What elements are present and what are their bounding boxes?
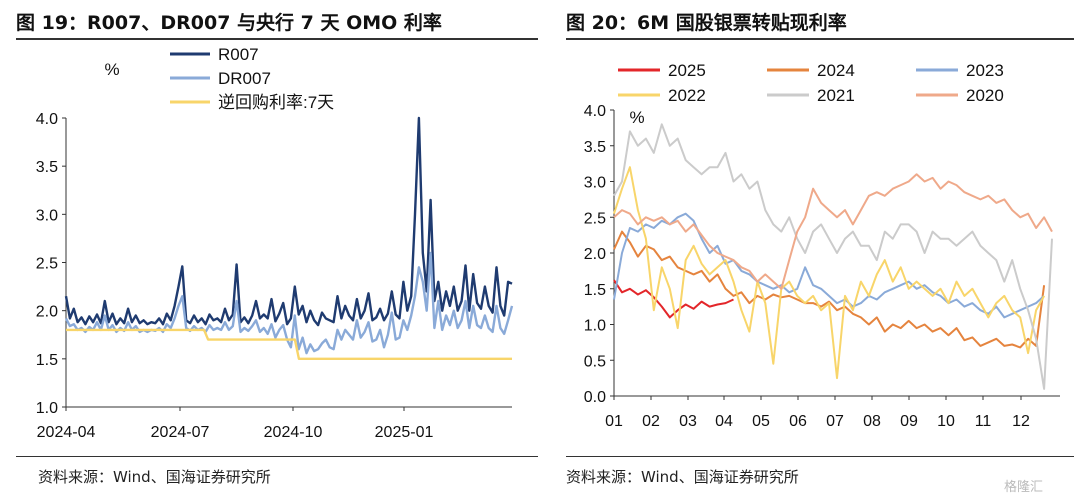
right-x-tick-label: 01 xyxy=(605,413,623,430)
left-x-tick-label: 2025-01 xyxy=(375,424,434,441)
left-y-unit-label: % xyxy=(104,60,119,79)
right-x-tick-label: 08 xyxy=(863,413,881,430)
left-legend-label-2: 逆回购利率:7天 xyxy=(218,93,334,112)
right-y-tick-label: 3.0 xyxy=(584,175,606,192)
left-y-tick-label: 3.0 xyxy=(36,207,58,224)
right-legend-label-4: 2021 xyxy=(817,86,855,105)
right-source-rule xyxy=(566,456,1074,457)
left-chart-title: 图 19：R007、DR007 与央行 7 天 OMO 利率 xyxy=(16,12,442,34)
right-legend-label-1: 2024 xyxy=(817,61,855,80)
right-series-line-4 xyxy=(613,123,1053,390)
left-x-tick-label: 2024-04 xyxy=(37,424,96,441)
right-y-unit-label: % xyxy=(629,108,644,127)
right-series-line-2 xyxy=(613,212,1045,319)
left-series-line-2 xyxy=(66,328,512,360)
right-source-note: 资料来源：Wind、国海证券研究所 xyxy=(566,468,799,486)
right-y-tick-label: 3.5 xyxy=(584,139,606,156)
left-y-tick-label: 4.0 xyxy=(36,111,58,128)
left-source-rule xyxy=(16,456,538,457)
right-legend-label-5: 2020 xyxy=(966,86,1004,105)
right-y-tick-label: 0.5 xyxy=(584,353,606,370)
right-x-tick-label: 07 xyxy=(826,413,844,430)
right-x-tick-label: 05 xyxy=(752,413,770,430)
left-y-tick-label: 2.5 xyxy=(36,256,58,273)
right-y-tick-label: 0.0 xyxy=(584,389,606,406)
left-y-tick-label: 1.5 xyxy=(36,352,58,369)
left-source-note: 资料来源：Wind、国海证券研究所 xyxy=(38,468,271,486)
right-x-tick-label: 03 xyxy=(679,413,697,430)
right-legend-label-0: 2025 xyxy=(668,61,706,80)
right-series-line-1 xyxy=(613,230,1046,349)
left-legend-label-0: R007 xyxy=(218,45,259,64)
left-legend-label-1: DR007 xyxy=(218,69,271,88)
right-y-tick-label: 2.0 xyxy=(584,246,606,263)
right-series-line-5 xyxy=(613,173,1053,290)
right-y-tick-label: 1.0 xyxy=(584,318,606,335)
watermark: 格隆汇 xyxy=(1004,480,1044,495)
left-series-line-0 xyxy=(64,116,513,327)
left-title-rule xyxy=(16,38,538,40)
right-series-line-3 xyxy=(613,166,1045,380)
right-x-tick-label: 12 xyxy=(1012,413,1030,430)
left-y-tick-label: 2.0 xyxy=(36,304,58,321)
right-title-rule xyxy=(566,38,1074,40)
right-x-tick-label: 04 xyxy=(715,413,733,430)
left-x-tick-label: 2024-07 xyxy=(151,424,210,441)
right-legend-label-2: 2023 xyxy=(966,61,1004,80)
right-y-tick-label: 2.5 xyxy=(584,210,606,227)
left-x-tick-label: 2024-10 xyxy=(264,424,323,441)
right-y-tick-label: 4.0 xyxy=(584,103,606,120)
left-y-tick-label: 3.5 xyxy=(36,159,58,176)
right-x-tick-label: 09 xyxy=(900,413,918,430)
right-y-tick-label: 1.5 xyxy=(584,282,606,299)
right-x-tick-label: 10 xyxy=(937,413,955,430)
left-y-tick-label: 1.0 xyxy=(36,400,58,417)
right-x-tick-label: 06 xyxy=(789,413,807,430)
right-chart-title: 图 20：6M 国股银票转贴现利率 xyxy=(566,12,847,34)
right-legend-label-3: 2022 xyxy=(668,86,706,105)
right-x-tick-label: 02 xyxy=(642,413,660,430)
left-series-line-1 xyxy=(64,251,514,355)
right-series-line-0 xyxy=(613,279,734,319)
right-x-tick-label: 11 xyxy=(975,413,992,430)
